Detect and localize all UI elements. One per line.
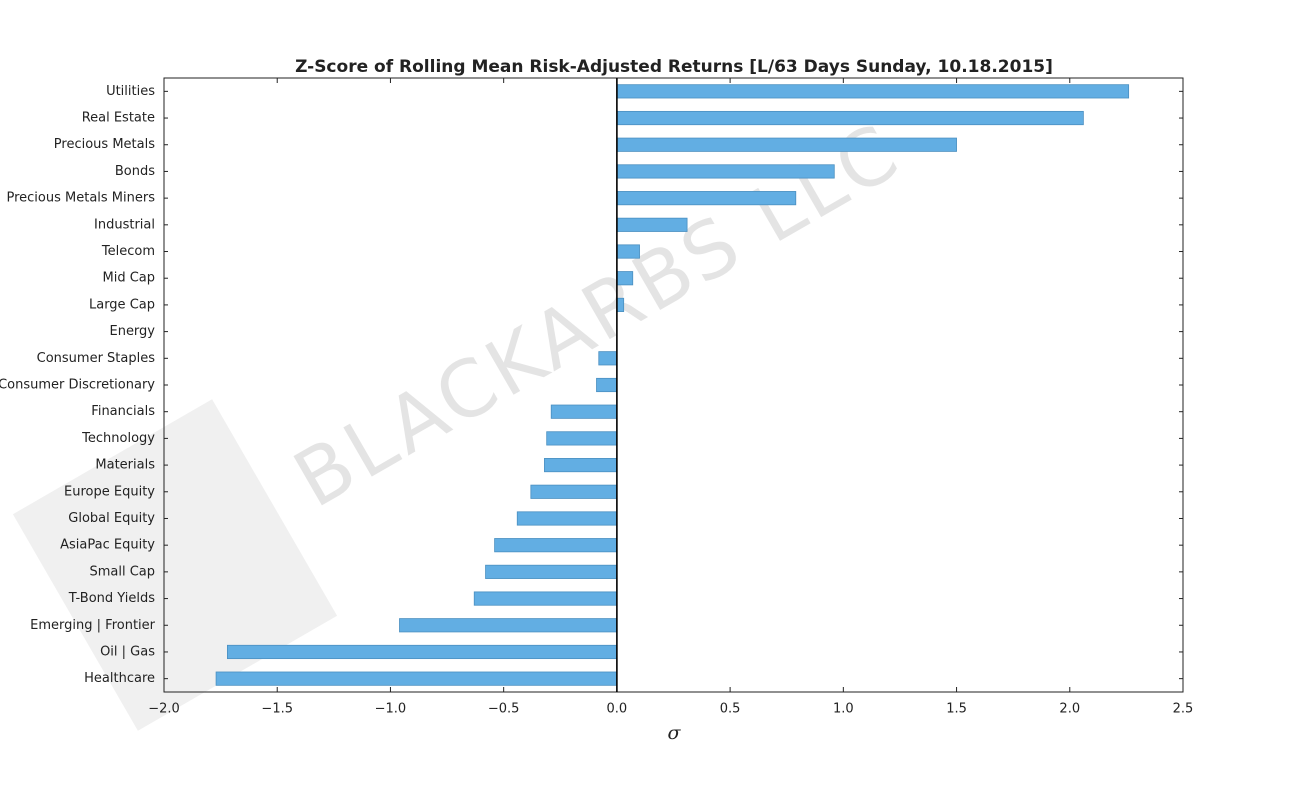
y-tick-label: Industrial: [94, 217, 155, 232]
bar: [616, 137, 957, 152]
bar: [616, 110, 1084, 126]
x-tick-label: −1.5: [261, 702, 293, 717]
bar: [598, 351, 618, 366]
bar: [485, 564, 618, 579]
bar: [616, 271, 634, 286]
x-tick-label: 0.5: [720, 702, 741, 717]
bar: [227, 644, 618, 660]
bar: [516, 511, 618, 526]
x-tick-label: 1.0: [833, 702, 854, 717]
y-tick-label: T-Bond Yields: [68, 591, 155, 606]
x-tick-label: −2.0: [148, 702, 180, 717]
y-tick-label: Consumer Discretionary: [0, 378, 155, 393]
y-tick-label: Precious Metals: [54, 137, 155, 152]
y-tick-label: Small Cap: [89, 564, 155, 579]
y-tick-label: Healthcare: [84, 671, 155, 686]
y-tick-label: Energy: [109, 324, 155, 339]
x-tick-label: 1.5: [946, 702, 967, 717]
bar: [546, 431, 618, 446]
y-tick-label: Oil | Gas: [100, 644, 155, 659]
y-tick-label: Real Estate: [82, 111, 155, 126]
x-tick-label: −1.0: [375, 702, 407, 717]
y-tick-label: Materials: [95, 458, 155, 473]
bar: [616, 297, 625, 312]
y-tick-label: Consumer Staples: [37, 351, 156, 366]
bar: [550, 404, 618, 419]
x-tick-label: 0.0: [607, 702, 628, 717]
x-tick-label: 2.0: [1059, 702, 1080, 717]
bar: [596, 377, 618, 393]
y-tick-label: Financials: [91, 404, 155, 419]
y-tick-label: AsiaPac Equity: [60, 538, 155, 553]
y-tick-label: Emerging | Frontier: [30, 618, 155, 633]
y-tick-label: Bonds: [115, 164, 155, 179]
chart-title: Z-Score of Rolling Mean Risk-Adjusted Re…: [295, 57, 1053, 77]
y-tick-label: Large Cap: [89, 297, 155, 312]
y-tick-label: Technology: [81, 431, 155, 446]
y-tick-label: Europe Equity: [64, 484, 155, 499]
bar: [544, 458, 618, 473]
x-tick-label: −0.5: [488, 702, 520, 717]
y-tick-label: Telecom: [101, 244, 155, 259]
bar: [215, 671, 618, 686]
x-axis-label: σ: [668, 722, 682, 744]
y-tick-label: Utilities: [106, 84, 155, 99]
bar: [616, 244, 640, 259]
y-tick-label: Global Equity: [68, 511, 155, 526]
y-tick-label: Mid Cap: [102, 271, 155, 286]
bar: [399, 618, 618, 633]
bar: [530, 484, 618, 499]
y-tick-label: Precious Metals Miners: [6, 191, 155, 206]
bar: [494, 538, 618, 553]
bar: [616, 84, 1130, 99]
x-tick-label: 2.5: [1173, 702, 1194, 717]
bar: [616, 164, 835, 179]
bar: [616, 217, 688, 232]
bar: [616, 191, 797, 206]
bar: [473, 591, 618, 606]
